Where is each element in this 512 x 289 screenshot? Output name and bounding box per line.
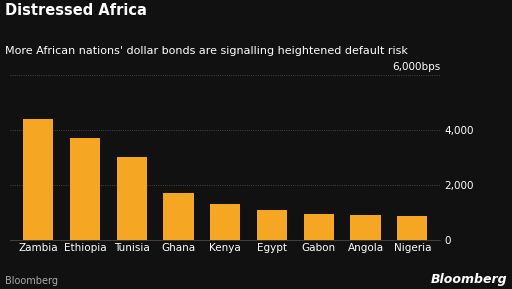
Bar (397, 216, 428, 240)
Text: 6,000bps: 6,000bps (392, 62, 440, 72)
Text: Bloomberg: Bloomberg (430, 273, 507, 286)
Bar (70, 138, 100, 240)
Text: Bloomberg: Bloomberg (5, 276, 58, 286)
Text: More African nations' dollar bonds are signalling heightened default risk: More African nations' dollar bonds are s… (5, 46, 408, 56)
Bar (257, 210, 287, 240)
Bar (350, 215, 381, 240)
Bar (304, 214, 334, 240)
Bar (163, 193, 194, 240)
Bar (117, 157, 147, 240)
Bar (210, 204, 241, 240)
Bar (23, 119, 53, 240)
Text: Distressed Africa: Distressed Africa (5, 3, 147, 18)
